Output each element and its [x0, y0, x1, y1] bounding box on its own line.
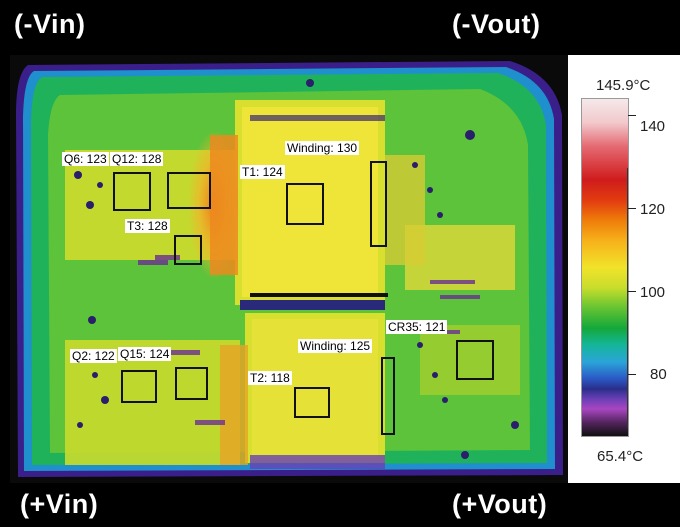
marker-q6: [113, 172, 151, 211]
label-q12: Q12: 128: [110, 152, 164, 166]
marker-t3: [174, 235, 202, 265]
marker-t2: [294, 387, 330, 418]
marker-winding-top: [370, 161, 387, 247]
marker-cr35: [456, 340, 494, 380]
scale-axis: [627, 168, 628, 428]
scale-tick: [628, 115, 636, 116]
scale-tick-120: 120: [640, 201, 666, 218]
label-t2: T2: 118: [248, 371, 292, 385]
label-q6: Q6: 123: [62, 152, 109, 166]
marker-q15: [175, 367, 208, 400]
marker-t1: [286, 183, 324, 225]
label-q15: Q15: 124: [118, 347, 172, 361]
marker-q2: [121, 370, 157, 403]
label-t3: T3: 128: [125, 219, 170, 233]
label-neg-vin: (-Vin): [14, 9, 86, 39]
scale-min: 65.4°C: [597, 448, 644, 465]
scale-tick-140: 140: [640, 118, 666, 135]
label-t1: T1: 124: [240, 165, 285, 179]
label-winding-top: Winding: 130: [285, 141, 360, 155]
scale-tick-80: 80: [650, 366, 667, 383]
scale-tick: [628, 291, 636, 292]
label-neg-vout: (-Vout): [452, 9, 541, 39]
scale-tick: [628, 208, 636, 209]
marker-winding-bottom: [381, 357, 395, 435]
scale-tick: [628, 374, 636, 375]
label-winding-bottom: Winding: 125: [298, 339, 373, 353]
marker-q12: [167, 172, 211, 209]
scale-max: 145.9°C: [596, 77, 651, 94]
color-scale-bar: [581, 98, 629, 437]
label-q2: Q2: 122: [70, 349, 117, 363]
label-cr35: CR35: 121: [386, 320, 448, 334]
thermal-map: [10, 55, 568, 483]
thermal-image: Q6: 123 Q12: 128 T3: 128 T1: 124 Winding…: [10, 55, 568, 483]
scale-tick-100: 100: [640, 284, 666, 301]
label-pos-vout: (+Vout): [452, 489, 548, 519]
label-pos-vin: (+Vin): [20, 489, 99, 519]
temperature-scale: 145.9°C 140 120 100 80 65.4°C: [568, 55, 680, 483]
